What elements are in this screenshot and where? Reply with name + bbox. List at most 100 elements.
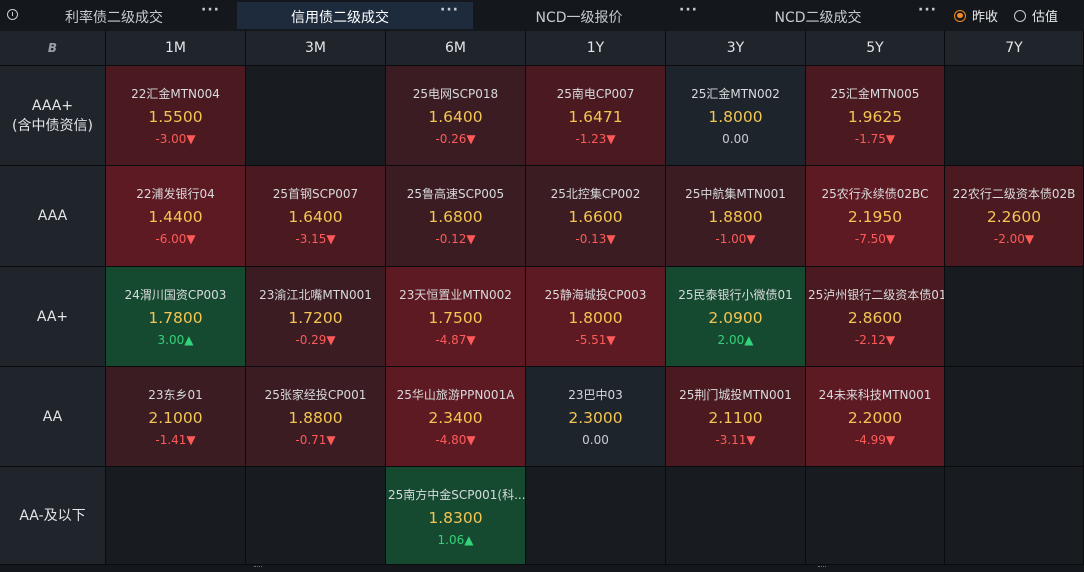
bond-cell[interactable]: 25南电CP007 1.6471 -1.23▼ — [526, 66, 666, 166]
bond-yield: 1.8000 — [708, 108, 763, 126]
more-icon[interactable]: ··· — [440, 2, 459, 18]
rating-label: AA-及以下 — [19, 507, 86, 524]
bond-change: -4.87▼ — [435, 333, 476, 347]
bond-cell[interactable]: 25民泰银行小微债01 2.0900 2.00▲ — [666, 267, 806, 367]
tab-label: 信用债二级成交 — [291, 10, 389, 26]
bond-yield: 2.1100 — [708, 409, 763, 427]
bond-yield: 2.2000 — [847, 409, 903, 427]
bond-yield: 1.8300 — [428, 509, 483, 527]
more-icon[interactable]: ··· — [679, 2, 698, 18]
bond-name: 25北控集CP002 — [550, 187, 641, 201]
radio-valuation[interactable]: 估值 — [1014, 6, 1058, 25]
bond-cell[interactable]: 23渝江北嘴MTN001 1.7200 -0.29▼ — [246, 267, 386, 367]
bond-change: -7.50▼ — [854, 232, 896, 246]
bond-cell[interactable]: 25中航集MTN001 1.8800 -1.00▼ — [666, 166, 806, 267]
bond-change: -5.51▼ — [575, 333, 616, 347]
bond-cell[interactable]: 25北控集CP002 1.6600 -0.13▼ — [526, 166, 666, 267]
bottom-scroll-bar[interactable] — [0, 565, 1084, 572]
rating-header: AA — [0, 367, 106, 467]
bond-cell[interactable]: 24渭川国资CP003 1.7800 3.00▲ — [106, 267, 246, 367]
bond-b-icon[interactable]: B — [47, 41, 58, 55]
tab-credit-bond-secondary[interactable]: 信用债二级成交 ··· — [237, 2, 473, 29]
more-icon[interactable]: ··· — [918, 2, 937, 18]
bond-yield: 1.7800 — [148, 309, 203, 327]
bond-name: 25荆门城投MTN001 — [679, 388, 792, 402]
bond-change: -4.99▼ — [854, 433, 896, 447]
bond-cell[interactable]: 25静海城投CP003 1.8000 -5.51▼ — [526, 267, 666, 367]
bond-cell[interactable]: 23巴中03 2.3000 0.00 — [526, 367, 666, 467]
bond-cell[interactable]: 25农行永续债02BC 2.1950 -7.50▼ — [806, 166, 945, 267]
bond-yield: 1.8000 — [568, 309, 623, 327]
radio-label: 昨收 — [972, 10, 999, 25]
bond-change: -6.00▼ — [155, 232, 196, 246]
bond-yield: 1.8800 — [708, 208, 763, 226]
bond-change: 0.00 — [722, 132, 749, 146]
bond-yield: 1.9625 — [847, 108, 903, 126]
empty-cell — [945, 267, 1084, 367]
bond-change: -1.23▼ — [575, 132, 616, 146]
bond-cell[interactable]: 25泸州银行二级资本债01 2.8600 -2.12▼ — [806, 267, 945, 367]
bond-cell[interactable]: 25首钢SCP007 1.6400 -3.15▼ — [246, 166, 386, 267]
bond-name: 22汇金MTN004 — [131, 87, 220, 101]
tab-rate-bond-secondary[interactable]: 利率债二级成交 ··· — [24, 2, 234, 29]
bond-name: 25中航集MTN001 — [685, 187, 786, 201]
tab-ncd-primary-quote[interactable]: NCD一级报价 ··· — [476, 2, 712, 29]
empty-cell — [246, 467, 386, 565]
bond-name: 25电网SCP018 — [412, 87, 499, 101]
bond-cell[interactable]: 25南方中金SCP001(科... 1.8300 1.06▲ — [386, 467, 526, 565]
info-icon[interactable] — [7, 9, 18, 20]
empty-cell — [806, 467, 945, 565]
bond-cell[interactable]: 25汇金MTN005 1.9625 -1.75▼ — [806, 66, 945, 166]
bond-cell[interactable]: 22汇金MTN004 1.5500 -3.00▼ — [106, 66, 246, 166]
bond-change: -1.00▼ — [715, 232, 756, 246]
tenor-header: 5Y — [806, 31, 945, 66]
empty-cell — [945, 66, 1084, 166]
more-icon[interactable]: ··· — [201, 2, 220, 18]
bond-cell[interactable]: 25汇金MTN002 1.8000 0.00 — [666, 66, 806, 166]
bond-change: -3.11▼ — [715, 433, 756, 447]
tab-label: NCD二级成交 — [774, 10, 862, 26]
radio-label: 估值 — [1032, 10, 1059, 25]
tenor-header: 1Y — [526, 31, 666, 66]
resize-grip-icon[interactable] — [818, 566, 826, 570]
bond-cell[interactable]: 22农行二级资本债02B 2.2600 -2.00▼ — [945, 166, 1084, 267]
bond-name: 24未来科技MTN001 — [818, 388, 932, 402]
bond-cell[interactable]: 25荆门城投MTN001 2.1100 -3.11▼ — [666, 367, 806, 467]
radio-selected-icon[interactable] — [954, 9, 966, 22]
bond-cell[interactable]: 25电网SCP018 1.6400 -0.26▼ — [386, 66, 526, 166]
bond-name: 25泸州银行二级资本债01 — [808, 288, 944, 302]
bond-change: 3.00▲ — [157, 333, 194, 347]
bond-cell[interactable]: 23东乡01 2.1000 -1.41▼ — [106, 367, 246, 467]
rating-label: AA+ — [36, 308, 69, 325]
bond-yield: 2.1000 — [148, 409, 203, 427]
bond-change: -1.75▼ — [854, 132, 896, 146]
bond-name: 25南电CP007 — [556, 87, 635, 101]
empty-cell — [945, 367, 1084, 467]
tab-ncd-secondary[interactable]: NCD二级成交 ··· — [715, 2, 951, 29]
bond-cell[interactable]: 23天恒置业MTN002 1.7500 -4.87▼ — [386, 267, 526, 367]
resize-grip-icon[interactable] — [254, 566, 262, 570]
bond-cell[interactable]: 25华山旅游PPN001A 2.3400 -4.80▼ — [386, 367, 526, 467]
rating-header: AA+ — [0, 267, 106, 367]
radio-prev-close[interactable]: 昨收 — [954, 6, 998, 25]
bond-cell[interactable]: 22浦发银行04 1.4400 -6.00▼ — [106, 166, 246, 267]
bond-yield: 1.4400 — [148, 208, 203, 226]
bond-yield: 2.1950 — [847, 208, 903, 226]
bond-yield: 2.3000 — [568, 409, 623, 427]
bond-name: 25汇金MTN005 — [830, 87, 920, 101]
bond-cell[interactable]: 25张家经投CP001 1.8800 -0.71▼ — [246, 367, 386, 467]
bond-name: 23东乡01 — [148, 388, 203, 402]
bond-cell[interactable]: 24未来科技MTN001 2.2000 -4.99▼ — [806, 367, 945, 467]
bond-yield: 2.2600 — [986, 208, 1042, 226]
bond-yield: 1.6600 — [568, 208, 623, 226]
bond-name: 25汇金MTN002 — [691, 87, 780, 101]
bond-name: 25华山旅游PPN001A — [396, 388, 515, 402]
bond-cell[interactable]: 25鲁高速SCP005 1.6800 -0.12▼ — [386, 166, 526, 267]
bond-change: -2.00▼ — [993, 232, 1035, 246]
radio-unselected-icon[interactable] — [1014, 9, 1026, 22]
bond-change: 0.00 — [582, 433, 609, 447]
tenor-header: 7Y — [945, 31, 1084, 66]
rating-label: AA — [42, 408, 63, 425]
bond-name: 25民泰银行小微债01 — [678, 288, 793, 302]
empty-cell — [246, 66, 386, 166]
